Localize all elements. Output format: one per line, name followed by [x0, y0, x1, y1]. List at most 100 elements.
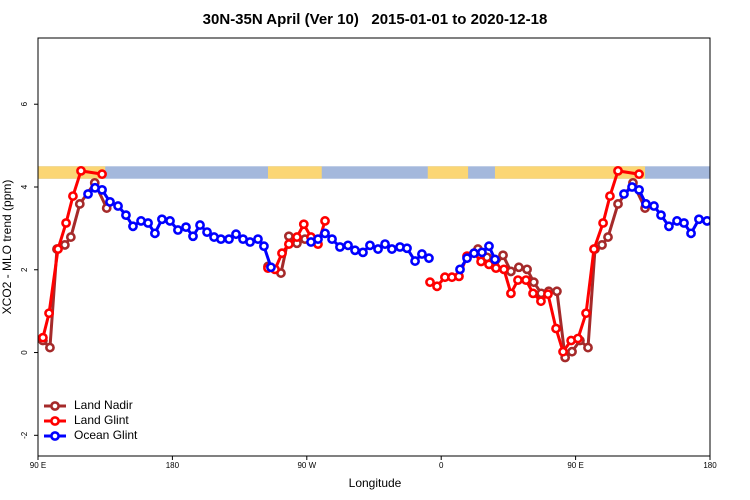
y-tick-label: 0	[20, 350, 29, 355]
data-point	[65, 232, 76, 242]
data-point	[380, 239, 390, 250]
data-point	[68, 191, 78, 201]
data-point	[335, 242, 345, 252]
data-point	[528, 288, 538, 299]
data-point	[499, 264, 509, 275]
data-point	[589, 244, 599, 254]
data-point	[44, 308, 54, 319]
x-tick-label: 90 E	[30, 461, 46, 470]
data-point	[313, 234, 323, 245]
data-point	[410, 256, 420, 266]
data-point	[224, 234, 234, 245]
data-point	[277, 248, 287, 259]
data-point	[283, 231, 294, 242]
data-point	[702, 216, 710, 226]
x-tick-label: 180	[703, 461, 717, 470]
data-point	[402, 243, 412, 254]
data-point	[365, 240, 375, 251]
data-point	[498, 250, 508, 261]
data-point	[320, 228, 330, 239]
data-point	[350, 245, 360, 256]
data-point	[484, 259, 494, 270]
data-point	[387, 244, 397, 254]
plot-area	[38, 165, 710, 363]
data-point	[105, 196, 115, 207]
data-point	[686, 228, 696, 239]
data-point	[358, 247, 368, 258]
data-point	[165, 216, 175, 226]
data-point	[432, 281, 442, 292]
data-point	[61, 218, 71, 228]
axes: 90 E 180 90 W 0 90 E 180 -2 0 2 4 6 Land NadirLand …	[20, 37, 717, 470]
data-point	[45, 342, 55, 353]
data-point	[425, 277, 435, 288]
data-point	[128, 221, 138, 232]
data-point	[327, 234, 337, 245]
data-point	[477, 247, 487, 258]
data-point	[231, 229, 241, 240]
data-point	[417, 249, 427, 259]
data-point	[76, 165, 86, 176]
data-point	[491, 263, 501, 274]
x-axis-label: Longitude	[349, 476, 402, 490]
data-point	[634, 184, 644, 195]
data-point	[455, 264, 465, 275]
data-point	[613, 165, 623, 176]
plot-frame	[37, 37, 711, 457]
data-point	[424, 253, 434, 264]
y-tick-label: -2	[20, 431, 29, 439]
data-point	[641, 199, 651, 209]
data-point	[567, 346, 577, 357]
x-tick-label: 180	[166, 461, 180, 470]
x-tick-label: 90 W	[297, 461, 316, 470]
data-point	[634, 169, 644, 180]
data-point	[551, 323, 561, 334]
data-point	[583, 342, 593, 353]
data-point	[664, 221, 674, 232]
data-point	[605, 191, 615, 201]
data-point	[150, 228, 160, 239]
data-point	[597, 240, 607, 250]
data-point	[619, 189, 629, 199]
data-point	[679, 218, 689, 228]
data-point	[181, 222, 191, 233]
data-point	[253, 234, 263, 245]
legend-marker	[50, 401, 60, 411]
data-point	[581, 308, 591, 319]
data-point	[521, 275, 531, 286]
data-point	[97, 184, 107, 195]
data-point	[476, 256, 486, 267]
x-tick-label: 0	[439, 461, 444, 470]
data-point	[320, 216, 330, 226]
data-point	[143, 218, 153, 228]
y-tick-label: 6	[20, 101, 29, 106]
data-point	[53, 244, 63, 254]
data-point	[373, 244, 383, 254]
data-point	[195, 220, 205, 230]
land-segment	[267, 166, 322, 179]
series-line	[41, 169, 640, 354]
land-segment	[38, 166, 106, 179]
data-point	[513, 275, 523, 286]
data-point	[216, 234, 226, 245]
land-segment	[427, 166, 469, 179]
data-point	[484, 241, 494, 252]
legend-label: Land Nadir	[74, 398, 133, 412]
data-point	[59, 240, 70, 250]
y-tick-label: 4	[20, 184, 29, 189]
data-point	[266, 262, 276, 273]
data-point	[202, 227, 212, 238]
y-tick-label: 2	[20, 267, 29, 272]
data-point	[694, 214, 704, 225]
legend-label: Land Glint	[74, 413, 129, 427]
legend-marker	[50, 431, 60, 441]
data-point	[38, 332, 48, 343]
data-point	[113, 201, 123, 211]
data-point	[656, 210, 666, 221]
data-point	[513, 262, 524, 273]
data-point	[83, 189, 93, 199]
data-point	[74, 199, 85, 209]
data-point	[490, 254, 500, 265]
data-point	[283, 239, 294, 250]
